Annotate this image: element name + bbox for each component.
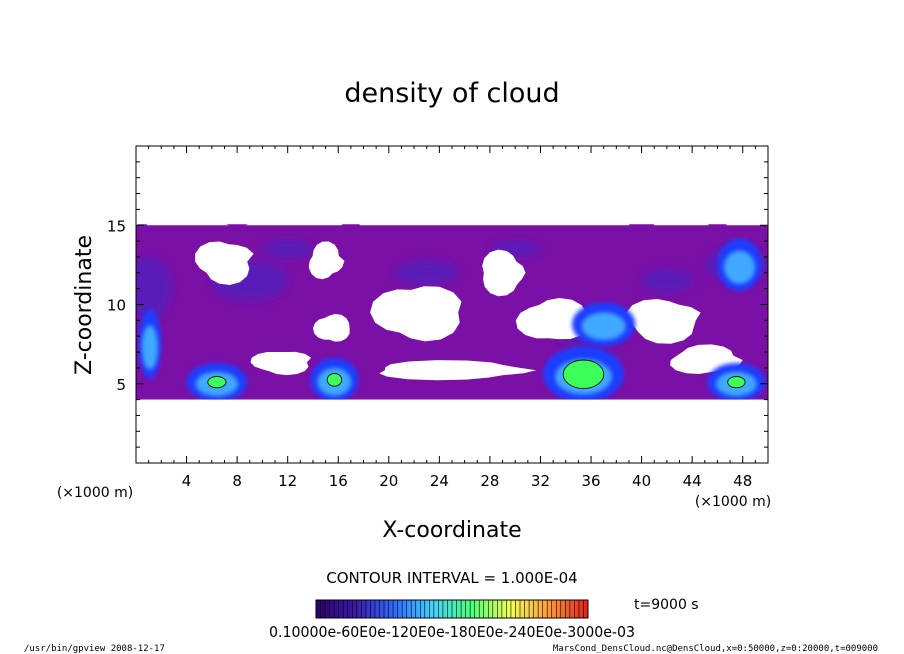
- x-tick-label: 16: [329, 472, 348, 490]
- x-tick-label: 12: [278, 472, 297, 490]
- density-swirl: [395, 260, 459, 285]
- time-label: t=9000 s: [634, 597, 699, 613]
- footer-right: MarsCond_DensCloud.nc@DensCloud,x=0:5000…: [553, 644, 878, 654]
- clear-region: [308, 241, 345, 280]
- cloud-core: [310, 357, 359, 402]
- x-tick-label: 4: [182, 472, 192, 490]
- cloud-core: [543, 346, 624, 403]
- density-field: [136, 146, 768, 463]
- density-swirl: [136, 256, 172, 321]
- core-peak: [326, 373, 343, 387]
- y-tick-label: 10: [107, 297, 126, 315]
- cloud-core: [717, 238, 762, 292]
- cloud-core: [186, 362, 248, 402]
- x-tick-label: 24: [430, 472, 449, 490]
- clear-region: [313, 314, 350, 342]
- core-peak: [727, 376, 746, 389]
- below-cloud-base: [136, 399, 768, 463]
- x-tick-label: 40: [632, 472, 651, 490]
- x-tick-label: 44: [683, 472, 702, 490]
- core-denser: [724, 250, 756, 284]
- clear-region: [370, 286, 462, 342]
- dense-cores: [138, 238, 766, 403]
- clear-region: [195, 241, 254, 285]
- core-peak: [562, 359, 605, 389]
- clear-region: [379, 360, 537, 381]
- clear-region: [515, 298, 590, 340]
- chart-title: density of cloud: [344, 78, 559, 109]
- x-tick-label: 48: [733, 472, 752, 490]
- contour-interval-text: CONTOUR INTERVAL = 1.000E-04: [326, 569, 577, 587]
- y-axis-label: Z-coordinate: [72, 235, 97, 375]
- y-tick-label: 5: [116, 376, 126, 394]
- x-tick-label: 28: [480, 472, 499, 490]
- cloud-core: [707, 362, 766, 402]
- clear-region: [626, 299, 701, 344]
- density-swirl: [262, 239, 313, 259]
- x-tick-label: 32: [531, 472, 550, 490]
- clear-region: [250, 351, 312, 376]
- core-peak: [207, 376, 227, 389]
- x-tick-label: 20: [379, 472, 398, 490]
- y-tick-label: 15: [107, 217, 126, 235]
- footer-left: /usr/bin/gpview 2008-12-17: [24, 644, 165, 654]
- x-axis-ticks: 4 8 12 16 20 24 28 32 36 40 44 48: [148, 146, 756, 490]
- cloud-core: [138, 309, 162, 379]
- x-unit-right: (×1000 m): [695, 494, 771, 510]
- colorbar-divisions: [320, 600, 584, 618]
- clear-air-regions: [195, 241, 743, 381]
- colorbar-labels: 0.10000e-60E0e-120E0e-180E0e-240E0e-3000…: [269, 623, 635, 641]
- density-swirl: [641, 268, 693, 293]
- clear-region: [482, 249, 526, 297]
- core-denser: [141, 325, 158, 370]
- x-tick-label: 36: [581, 472, 600, 490]
- x-tick-label: 8: [232, 472, 242, 490]
- x-unit-left: (×1000 m): [57, 485, 133, 501]
- cloud-core: [572, 302, 636, 347]
- y-axis-ticks: 5 10 15: [107, 161, 768, 448]
- core-denser: [581, 312, 626, 341]
- x-axis-label: X-coordinate: [382, 518, 521, 543]
- above-cloud-top: [136, 146, 768, 225]
